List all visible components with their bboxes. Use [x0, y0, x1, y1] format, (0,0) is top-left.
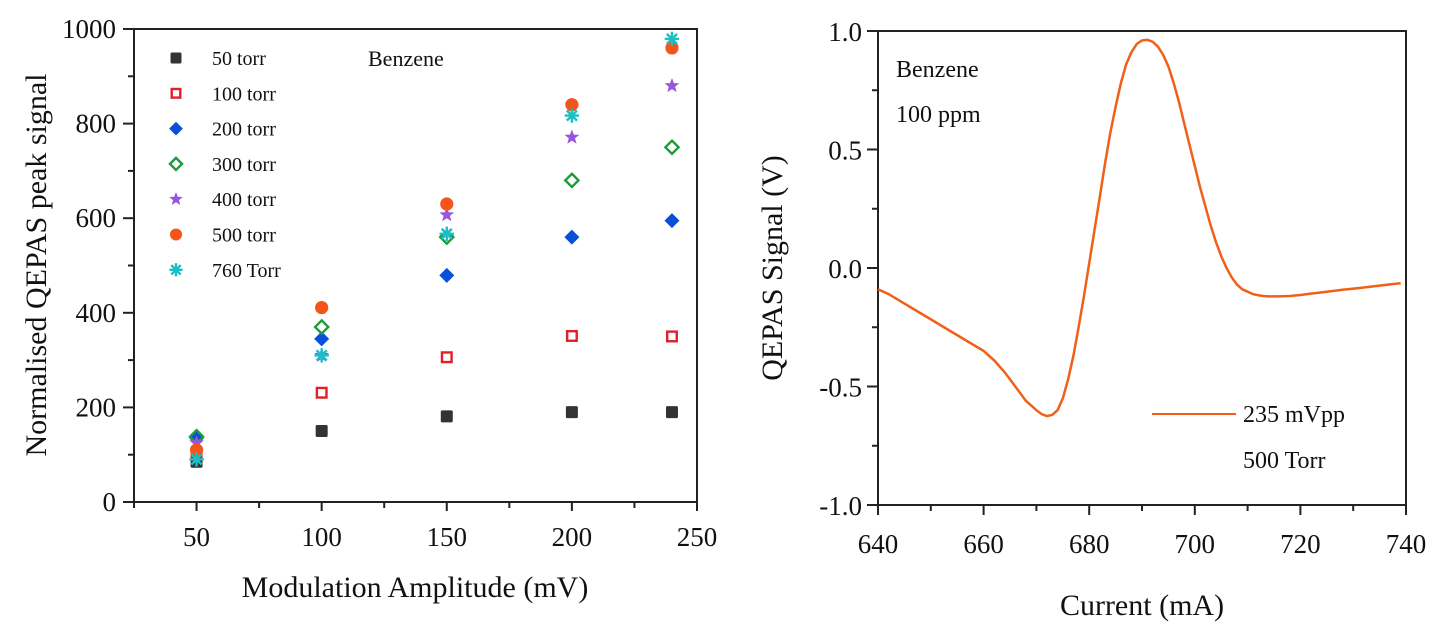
- left-y-tick-label: 0: [103, 487, 117, 517]
- data-point-100-torr: [315, 386, 328, 399]
- series-line-235-mvpp: [877, 38, 1401, 418]
- right-x-tick-label: 720: [1280, 529, 1321, 559]
- data-point-760-torr: [189, 452, 204, 467]
- legend-label-235-mvpp: 235 mVpp: [1243, 402, 1345, 428]
- right-y-tick-label: 1.0: [828, 17, 862, 47]
- data-point-200-torr: [439, 267, 455, 283]
- data-point-200-torr: [664, 213, 680, 229]
- legend-label-50-torr: 50 torr: [212, 48, 266, 70]
- right-x-tick-label: 680: [1069, 529, 1110, 559]
- left-x-tick-label: 150: [427, 522, 468, 552]
- left-annotation: Benzene: [368, 46, 444, 71]
- legend-marker-300-torr: [168, 156, 184, 172]
- right-y-tick-label: -1.0: [819, 491, 862, 521]
- right-annotation-line-2: 100 ppm: [896, 102, 981, 128]
- right-x-tick-label: 740: [1386, 529, 1427, 559]
- legend-marker-50-torr: [170, 52, 182, 64]
- data-point-300-torr: [663, 138, 681, 156]
- left-y-tick-label: 1000: [62, 14, 116, 44]
- data-point-760-torr: [564, 108, 580, 123]
- data-point-500-torr: [440, 197, 454, 211]
- data-point-100-torr: [665, 330, 678, 343]
- legend-label-500-torr: 500 Torr: [1243, 448, 1326, 474]
- data-point-50-torr: [440, 410, 453, 423]
- left-x-tick-label: 200: [552, 522, 593, 552]
- legend-marker-400-torr: [169, 192, 183, 205]
- left-y-tick-label: 800: [76, 109, 117, 139]
- data-point-760-torr: [314, 348, 329, 363]
- left-scatter-chart: 50 100 150 200 250 0 200 400 600 800 1000 50 torr…: [20, 14, 717, 604]
- data-point-50-torr: [315, 425, 328, 438]
- data-point-400-torr: [564, 129, 580, 144]
- legend-marker-500-torr: [169, 228, 183, 241]
- left-y-tick-label: 600: [76, 203, 117, 233]
- right-y-tick-label: 0.0: [828, 254, 862, 284]
- legend-label-300-torr: 300 torr: [212, 154, 276, 176]
- legend-marker-100-torr: [170, 87, 182, 99]
- right-annotation-line-1: Benzene: [896, 57, 979, 83]
- left-x-tick-label: 50: [183, 522, 210, 552]
- right-line-chart: 640 660 680 700 720 740 -1.0 -0.5 0.0 0.5 1.0 Ben…: [756, 17, 1426, 622]
- right-x-tick-label: 640: [858, 529, 899, 559]
- data-point-400-torr: [189, 435, 204, 450]
- left-x-tick-label: 100: [301, 522, 342, 552]
- data-point-760-torr: [439, 226, 454, 242]
- legend-label-760-torr: 760 Torr: [212, 260, 281, 282]
- right-x-tick-label: 660: [963, 529, 1004, 559]
- right-x-axis-title: Current (mA): [1060, 589, 1224, 622]
- data-point-200-torr: [564, 229, 580, 245]
- right-y-axis-title: QEPAS Signal (V): [756, 155, 789, 381]
- data-point-100-torr: [440, 351, 453, 364]
- left-x-tick-label: 250: [677, 522, 718, 552]
- data-point-50-torr: [565, 406, 578, 419]
- left-y-tick-label: 200: [76, 392, 117, 422]
- data-point-300-torr: [313, 318, 330, 336]
- left-x-axis-title: Modulation Amplitude (mV): [242, 571, 589, 604]
- legend-label-100-torr: 100 torr: [212, 83, 276, 105]
- data-point-500-torr: [315, 300, 329, 315]
- data-point-500-torr: [565, 98, 579, 112]
- legend-label-500-torr: 500 torr: [212, 225, 276, 247]
- legend-marker-200-torr: [169, 121, 183, 136]
- data-point-400-torr: [664, 78, 680, 93]
- data-point-760-torr: [664, 31, 680, 47]
- data-point-200-torr: [314, 331, 330, 347]
- right-y-tick-label: 0.5: [828, 136, 862, 166]
- legend-marker-760-torr: [169, 263, 183, 277]
- right-x-tick-label: 700: [1175, 529, 1216, 559]
- legend-label-200-torr: 200 torr: [212, 119, 276, 141]
- right-y-tick-label: -0.5: [819, 373, 862, 403]
- data-point-50-torr: [665, 406, 678, 419]
- data-point-100-torr: [565, 329, 578, 342]
- data-point-500-torr: [665, 41, 679, 55]
- legend-label-400-torr: 400 torr: [212, 189, 276, 211]
- left-y-axis-title: Normalised QEPAS peak signal: [20, 73, 53, 456]
- data-point-400-torr: [439, 207, 455, 222]
- left-y-tick-label: 400: [76, 298, 117, 328]
- data-point-300-torr: [563, 172, 581, 189]
- data-point-500-torr: [189, 443, 204, 457]
